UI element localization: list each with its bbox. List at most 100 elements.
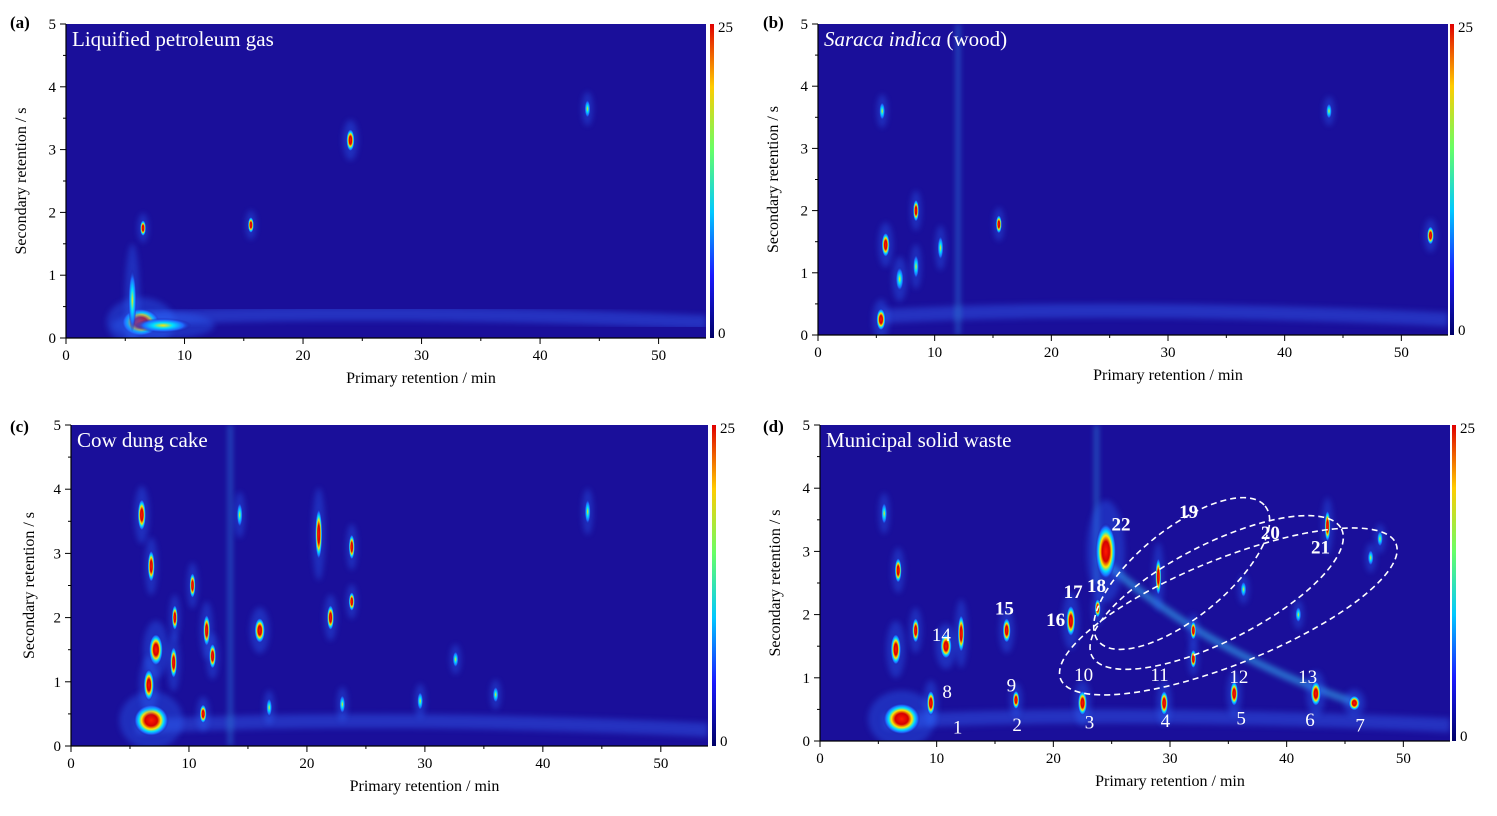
peak (1002, 617, 1011, 644)
peak-label: 5 (1236, 709, 1246, 730)
peak-label: 9 (1007, 676, 1017, 697)
heatmap-background (818, 24, 1448, 335)
peak (148, 633, 164, 666)
panel-letter-d: (d) (763, 417, 784, 436)
peak (912, 617, 920, 644)
peak (957, 614, 965, 653)
peak-label: 2 (1012, 715, 1022, 736)
y-axis-label: Secondary retention / s (767, 509, 784, 656)
peak-label: 19 (1179, 502, 1198, 523)
peak (254, 617, 266, 644)
y-tick-label: 5 (803, 418, 811, 434)
peak (170, 646, 178, 679)
baseline-streak (883, 709, 1450, 733)
peak (1160, 690, 1169, 716)
y-tick-label: 0 (803, 734, 811, 750)
peak (492, 686, 499, 703)
peak (209, 643, 217, 669)
y-tick-label: 1 (49, 268, 57, 284)
y-tick-label: 4 (801, 79, 809, 95)
peak (1066, 605, 1076, 637)
peak (417, 691, 424, 711)
peak-group (119, 485, 594, 746)
peak (137, 498, 146, 531)
peak-label: 17 (1064, 582, 1084, 603)
peak (883, 703, 921, 735)
color-scale-bar (710, 24, 714, 338)
peak (584, 498, 591, 525)
peak (140, 219, 147, 237)
peak (452, 650, 459, 668)
peak (128, 268, 137, 332)
peak (940, 633, 952, 659)
y-axis-label: Secondary retention / s (765, 106, 782, 253)
peak (339, 694, 346, 714)
peak-label: 20 (1261, 523, 1280, 544)
panel-title: Municipal solid waste (826, 428, 1011, 452)
y-axis-label: Secondary retention / s (21, 512, 38, 659)
color-scale-max-label: 25 (718, 20, 733, 36)
plot-area (66, 24, 706, 338)
peak (348, 534, 355, 560)
panel-title-rest: (wood) (941, 27, 1007, 51)
peak (876, 308, 886, 331)
y-tick-label: 0 (54, 739, 62, 755)
peak (1348, 695, 1361, 711)
peak (913, 254, 919, 280)
x-tick-label: 40 (1279, 751, 1294, 767)
panel-title-italic: Saraca indica (824, 27, 941, 51)
peak (315, 508, 323, 560)
x-tick-label: 30 (417, 756, 432, 772)
peak (1230, 680, 1239, 707)
x-tick-label: 40 (1277, 345, 1292, 361)
x-tick-label: 20 (299, 756, 314, 772)
x-tick-label: 20 (1046, 751, 1061, 767)
panel-b: (b) Saraca indica (wood)0 10 20 30 40 5001234… (763, 13, 1473, 384)
y-tick-label: 3 (49, 143, 57, 159)
peak (913, 199, 919, 222)
heatmap-background (71, 425, 708, 746)
baseline-streak (881, 303, 1448, 327)
peak (1310, 680, 1322, 707)
peak (171, 604, 178, 631)
peak (1155, 557, 1162, 596)
x-tick-label: 0 (67, 756, 75, 772)
peak-label: 16 (1046, 610, 1065, 631)
peak-label: 11 (1150, 665, 1168, 686)
peak-group (106, 91, 593, 338)
color-scale-bar (1452, 425, 1456, 741)
x-tick-label: 20 (296, 348, 311, 364)
x-tick-label: 50 (651, 348, 666, 364)
region-ellipse (1058, 527, 1398, 696)
x-tick-label: 50 (653, 756, 668, 772)
panel-letter-c: (c) (10, 417, 29, 436)
x-tick-label: 50 (1396, 751, 1411, 767)
x-tick-label: 30 (414, 348, 429, 364)
y-tick-label: 3 (803, 544, 811, 560)
peak-label: 12 (1229, 667, 1248, 688)
panel-title: Saraca indica (wood) (824, 27, 1007, 51)
peak (1240, 581, 1247, 598)
color-scale-bar (1450, 24, 1454, 335)
color-scale-min-label: 0 (718, 326, 726, 342)
peak (266, 697, 273, 718)
peak-group (872, 94, 1437, 335)
color-scale-max-label: 25 (720, 421, 735, 437)
x-tick-label: 0 (62, 348, 70, 364)
y-tick-label: 2 (801, 204, 809, 220)
peak (143, 668, 155, 702)
y-tick-label: 3 (54, 546, 62, 562)
x-tick-label: 0 (816, 751, 824, 767)
peak (247, 216, 254, 234)
peak-label: 14 (932, 625, 952, 646)
x-tick-label: 30 (1161, 345, 1176, 361)
peak-label: 18 (1087, 576, 1106, 597)
x-tick-label: 50 (1394, 345, 1409, 361)
peak (199, 704, 207, 724)
panel-title: Liquified petroleum gas (72, 27, 274, 51)
peak-label: 3 (1085, 712, 1095, 733)
x-tick-label: 10 (181, 756, 196, 772)
peak (584, 99, 591, 119)
peak-label: 1 (953, 717, 963, 738)
